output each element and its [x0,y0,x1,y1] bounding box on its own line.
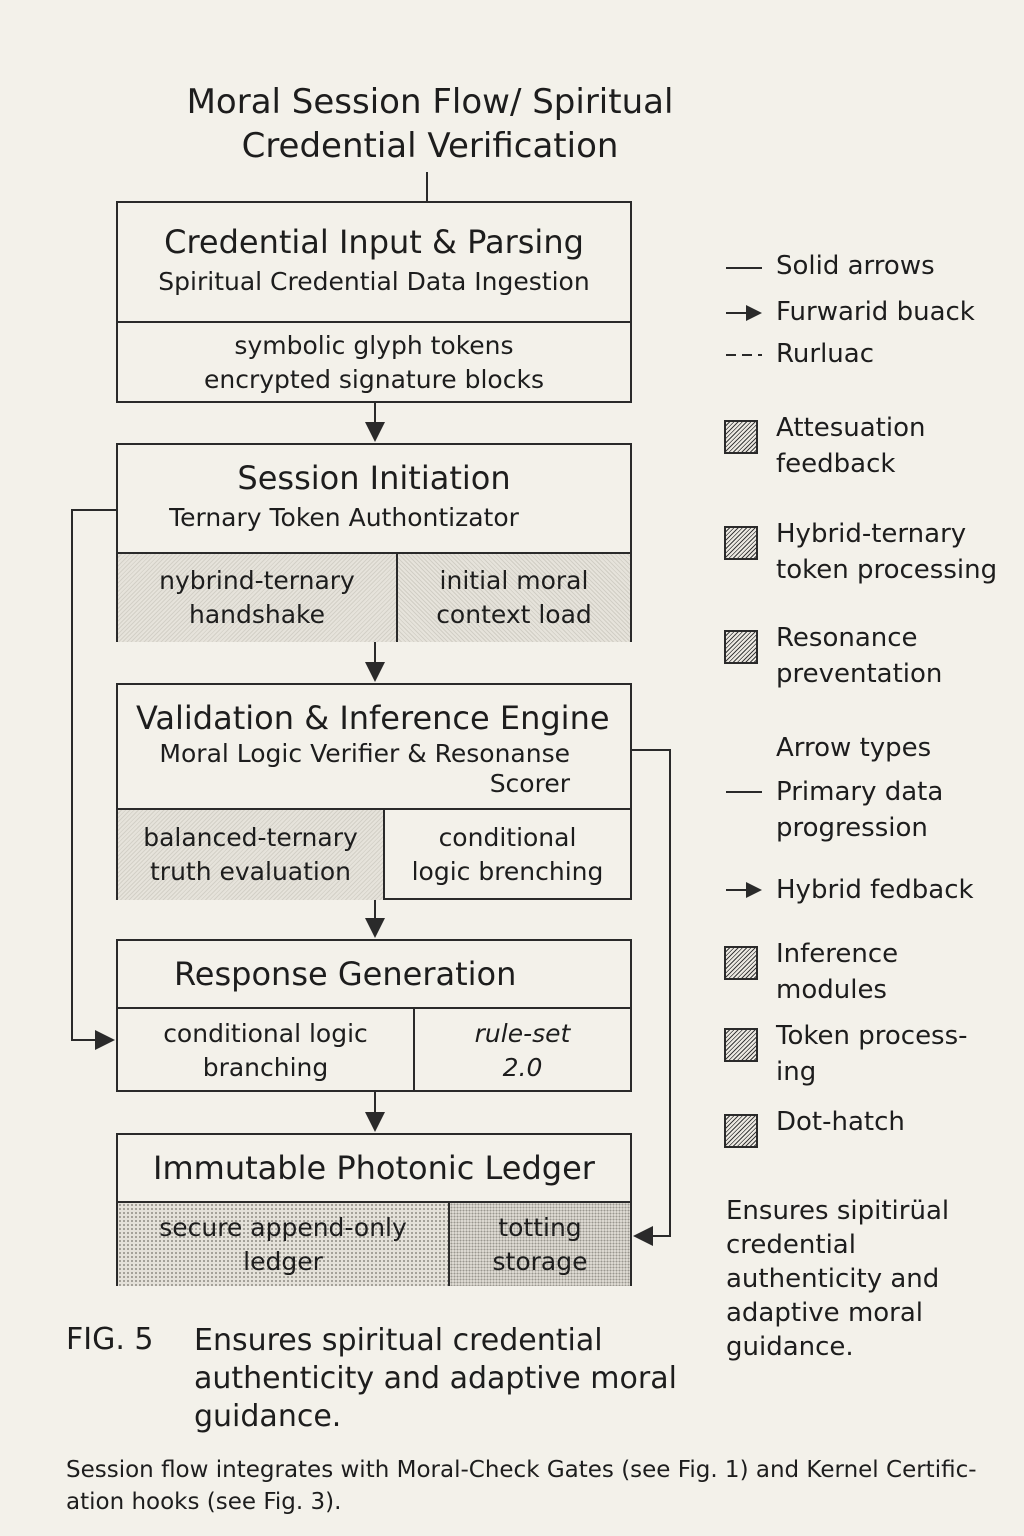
box-cell: balanced-ternary truth evaluation [118,810,383,900]
legend-label: Rurluac [776,339,874,369]
box-title: Credential Input & Parsing [164,223,584,261]
legend-label: Solid arrows [776,251,935,281]
box-response-generation: Response Generation conditional logic br… [116,939,632,1092]
legend-label: Primary data progression [776,777,944,843]
box-cell: initial moral context load [396,554,630,642]
box-cell: secure append-only ledger [118,1203,448,1286]
hatch-swatch-icon [724,946,758,980]
box-title: Immutable Photonic Ledger [153,1149,595,1187]
box-session-initiation: Session Initiation Ternary Token Authont… [116,443,632,642]
legend-heading: Arrow types [776,733,932,763]
box-title: Response Generation [174,955,517,993]
box-cell: conditional logic brenching [383,810,630,900]
box-subtitle: Spiritual Credential Data Ingestion [158,267,590,296]
diagram-title: Moral Session Flow/ Spiritual Credential… [186,82,674,166]
legend-label: Attesuation feedback [776,413,926,479]
legend-line-symbols [726,267,762,898]
box-title: Validation & Inference Engine [136,699,610,737]
box-cell: rule-set 2.0 [413,1009,630,1092]
box-cell: totting storage [448,1203,630,1286]
box-cell: conditional logic branching [163,1018,368,1082]
feedback-arrow-left [71,509,116,1050]
legend-label: Token process- ing [776,1021,968,1087]
legend-label: Furwarid buack [776,297,975,327]
legend-label: Hybrid fedback [776,875,974,905]
side-note: Ensures sipitirüal credential authentici… [726,1196,950,1362]
hatch-swatch-icon [724,1114,758,1148]
box-credential-input: Credential Input & Parsing Spiritual Cre… [116,201,632,403]
hatch-swatch-icon [724,526,758,560]
box-cell: symbolic glyph tokens encrypted signatur… [204,331,544,394]
legend-label: Dot-hatch [776,1107,905,1137]
box-validation-engine: Validation & Inference Engine Moral Logi… [116,683,632,900]
box-subtitle: Ternary Token Authontizator [169,503,519,532]
legend-label: Inference modules [776,939,899,1005]
hatch-swatch-icon [724,1028,758,1062]
legend-label: Resonance preventation [776,623,943,689]
feedback-arrow-right [632,749,671,1246]
box-subtitle: Moral Logic Verifier & Resonanse Scorer [159,739,570,798]
box-title: Session Initiation [237,459,511,497]
legend-label: Hybrid-ternary token processing [776,519,998,585]
hatch-swatch-icon [724,630,758,664]
figure-caption: Ensures spiritual credential authenticit… [194,1323,677,1434]
box-cell: nybrind-ternary handshake [118,554,396,642]
figure-label: FIG. 5 [66,1322,154,1357]
box-photonic-ledger: Immutable Photonic Ledger secure append-… [116,1133,632,1286]
hatch-swatch-icon [724,420,758,454]
footer-note: Session flow integrates with Moral-Check… [66,1457,977,1515]
